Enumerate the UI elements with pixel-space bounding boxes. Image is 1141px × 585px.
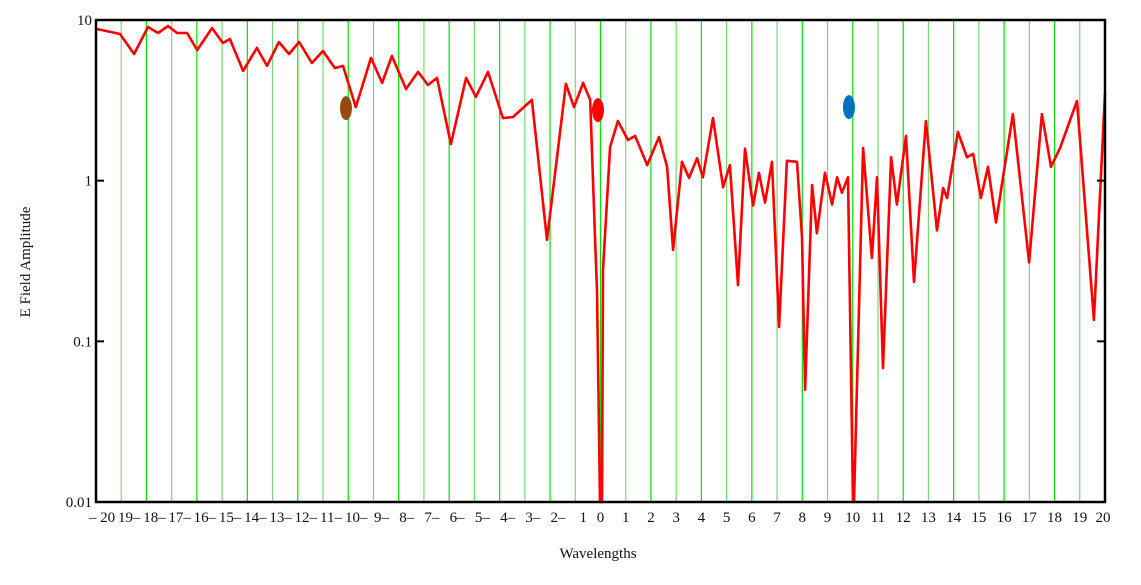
y-tick-label: 0.01 <box>66 495 92 511</box>
series-layer <box>95 24 1107 504</box>
x-tick-label: 9– <box>374 510 390 526</box>
y-axis-label: E Field Amplitude <box>18 206 34 317</box>
plot-frame <box>94 18 1107 504</box>
y-tick-label: 1 <box>85 174 93 190</box>
x-tick-label: – 20 <box>88 510 115 526</box>
x-tick-label: 14 <box>946 510 962 526</box>
blue-marker <box>842 95 855 120</box>
x-tick-label: 16– <box>194 510 217 526</box>
x-tick-label: 17 <box>1022 510 1038 526</box>
x-axis-label: Wavelengths <box>559 546 636 562</box>
x-tick-label: 1 <box>580 510 588 526</box>
x-tick-label: 5– <box>475 510 491 526</box>
x-tick-label: 8– <box>399 510 415 526</box>
x-tick-label: 7 <box>773 510 781 526</box>
x-tick-label: 9 <box>824 510 832 526</box>
x-tick-label: 18 <box>1047 510 1062 526</box>
x-tick-label: 14– <box>244 510 267 526</box>
x-tick-label: 1 <box>622 510 630 526</box>
x-tick-label: 0 <box>597 510 605 526</box>
x-tick-label: 10– <box>345 510 368 526</box>
x-tick-label: 12– <box>295 510 318 526</box>
x-axis-ticks: – 20 19– 18– 17– 16– 15– 14– 13– 12– 11– 10– 9– 8– 7–… <box>88 510 1111 526</box>
x-tick-label: 4 <box>698 510 706 526</box>
x-tick-label: 13– <box>269 510 292 526</box>
x-tick-label: 8 <box>799 510 807 526</box>
x-tick-label: 3– <box>525 510 541 526</box>
x-tick-label: 10 <box>845 510 860 526</box>
brown-marker <box>339 96 352 121</box>
x-tick-label: 6– <box>450 510 466 526</box>
x-tick-label: 2 <box>647 510 655 526</box>
x-tick-label: 11– <box>320 510 342 526</box>
x-tick-label: 19 <box>1072 510 1087 526</box>
y-tick-label: 0.1 <box>73 334 92 350</box>
gridlines <box>120 20 1081 502</box>
red-marker <box>591 98 604 123</box>
x-tick-label: 19– <box>118 510 141 526</box>
y-tick-label: 10 <box>77 13 92 29</box>
x-tick-label: 20 <box>1096 510 1111 526</box>
x-tick-label: 12 <box>896 510 911 526</box>
x-tick-label: 17– <box>168 510 191 526</box>
x-tick-label: 15 <box>971 510 986 526</box>
x-tick-label: 5 <box>723 510 731 526</box>
x-tick-label: 13 <box>921 510 936 526</box>
x-tick-label: 4– <box>500 510 516 526</box>
x-tick-label: 3 <box>672 510 680 526</box>
y-axis-ticks: 10 1 0.1 0.01 <box>66 13 1105 511</box>
x-tick-label: 7– <box>424 510 440 526</box>
x-tick-label: 11 <box>871 510 885 526</box>
x-tick-label: 15– <box>219 510 242 526</box>
x-tick-label: 18– <box>143 510 166 526</box>
series-line <box>95 24 1107 504</box>
x-tick-label: 2– <box>551 510 567 526</box>
x-tick-label: 6 <box>748 510 756 526</box>
markers-layer <box>339 95 855 123</box>
x-tick-label: 16 <box>997 510 1013 526</box>
